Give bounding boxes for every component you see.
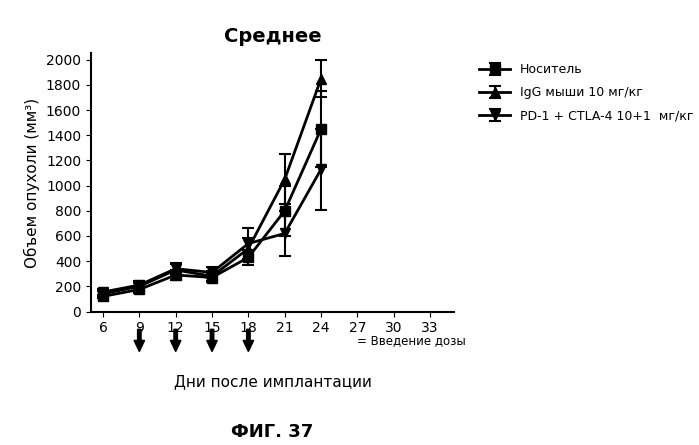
Title: Среднее: Среднее bbox=[224, 27, 322, 46]
Legend: Носитель, IgG мыши 10 мг/кг, PD-1 + CTLA-4 10+1  мг/кг: Носитель, IgG мыши 10 мг/кг, PD-1 + CTLA… bbox=[475, 60, 698, 126]
Text: = Введение дозы: = Введение дозы bbox=[357, 334, 466, 347]
Y-axis label: Объем опухоли (мм³): Объем опухоли (мм³) bbox=[24, 97, 41, 267]
Text: ФИГ. 37: ФИГ. 37 bbox=[231, 423, 314, 441]
X-axis label: Дни после имплантации: Дни после имплантации bbox=[173, 374, 372, 389]
